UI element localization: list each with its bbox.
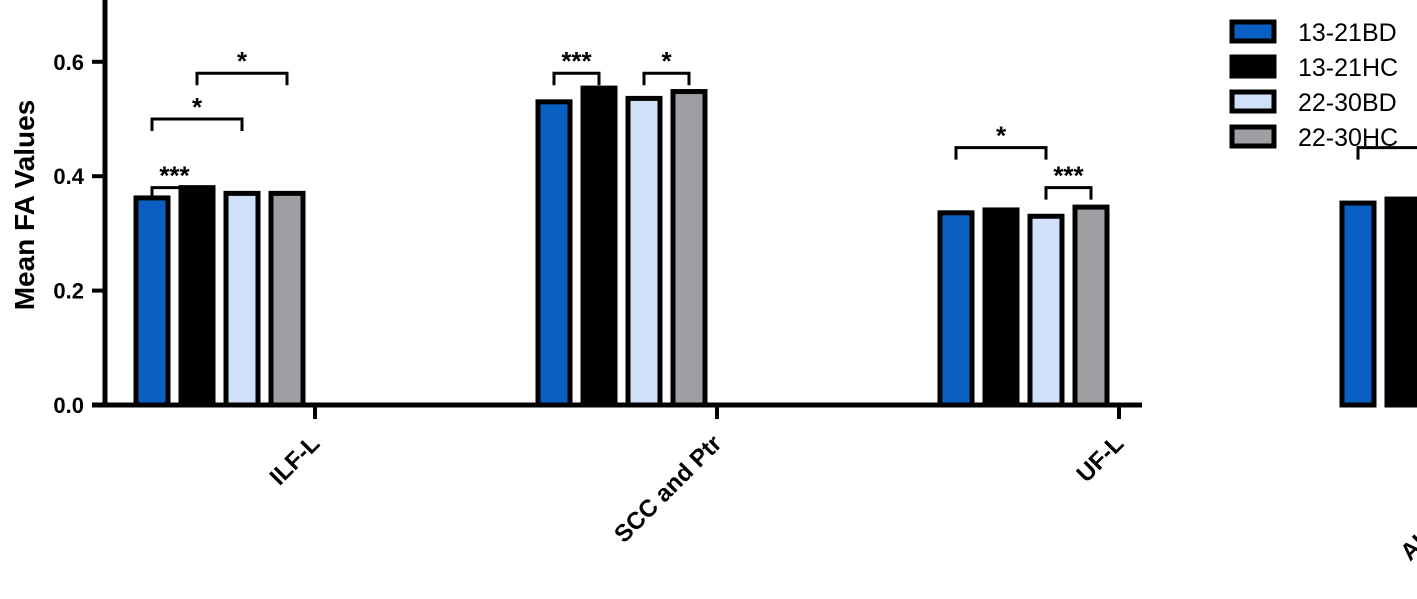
y-tick-label: 0.4 [53, 164, 84, 189]
significance-label: * [237, 46, 248, 76]
bar-13-21HC-UF-L [982, 207, 1020, 408]
x-tick-label: ILF-L [265, 430, 326, 491]
significance-bracket [150, 117, 244, 131]
significance-label: *** [561, 46, 592, 76]
significance-bracket [1044, 186, 1093, 200]
significance-label: * [996, 121, 1007, 151]
legend-label: 22-30HC [1298, 124, 1398, 152]
y-ticks: 0.0 0.2 0.4 0.6 [53, 50, 105, 418]
bar-22-30BD-SCC-and-Ptr [625, 95, 663, 408]
bar-22-30HC-UF-L [1072, 204, 1110, 408]
legend-swatch [1229, 89, 1277, 114]
bar-22-30HC-ILF-L [268, 190, 306, 408]
significance-label: *** [1053, 161, 1084, 191]
x-tick-label: UF-L [1072, 430, 1130, 488]
legend-label: 13-21BD [1298, 19, 1397, 47]
x-tick-label: ALIC-R and Fx [1395, 430, 1417, 566]
legend-label: 13-21HC [1298, 54, 1398, 82]
significance-bracket [642, 71, 691, 86]
significance-label: * [192, 92, 203, 122]
axes-layer: 0.0 0.2 0.4 0.6 ILF-L SCC and Ptr UF-L ALIC-R … [9, 0, 1417, 566]
x-tick-label: SCC and Ptr [609, 430, 727, 548]
significance-bracket [1356, 146, 1417, 160]
legend: 13-21BD 13-21HC 22-30BD 22-30HC [1229, 19, 1398, 152]
bar-13-21BD-UF-L [937, 210, 975, 408]
y-axis-title: Mean FA Values [9, 100, 40, 311]
legend-swatch [1229, 54, 1277, 79]
y-tick-label: 0.2 [53, 279, 84, 304]
bar-13-21BD-ILF-L [133, 195, 171, 408]
significance-label: * [661, 46, 672, 76]
significance-layer: ******************** [150, 46, 1417, 200]
bar-22-30BD-ILF-L [223, 190, 261, 408]
bar-13-21BD-SCC-and-Ptr [535, 99, 573, 408]
bar-13-21HC-SCC-and-Ptr [580, 85, 618, 408]
significance-bracket [552, 71, 601, 86]
y-tick-label: 0.6 [53, 50, 84, 75]
bar-13-21HC-ALIC-R-and-Fx [1384, 196, 1417, 408]
bar-22-30HC-SCC-and-Ptr [670, 89, 708, 408]
significance-bracket [150, 186, 199, 200]
bar-22-30BD-UF-L [1027, 213, 1065, 408]
significance-label: *** [159, 161, 190, 191]
legend-label: 22-30BD [1298, 89, 1397, 117]
significance-bracket [195, 71, 289, 86]
legend-swatch [1229, 19, 1277, 44]
bars-layer [133, 85, 1417, 408]
legend-swatch [1229, 124, 1277, 149]
y-tick-label: 0.0 [53, 393, 84, 418]
significance-bracket [954, 146, 1048, 160]
bar-13-21HC-ILF-L [178, 185, 216, 408]
bar-13-21BD-ALIC-R-and-Fx [1339, 200, 1377, 408]
